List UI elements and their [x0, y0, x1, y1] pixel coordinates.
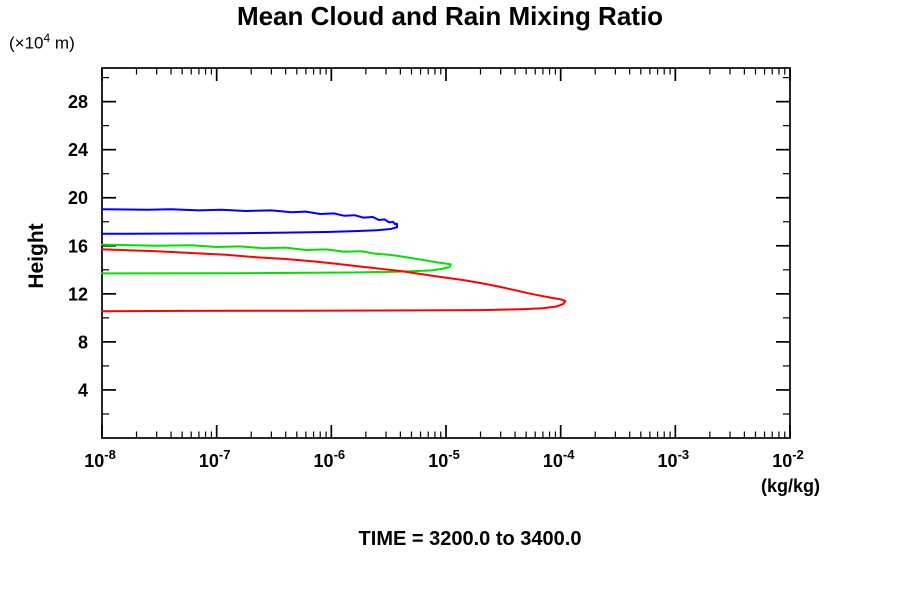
y-tick-label: 20 — [68, 188, 88, 208]
x-tick-label: 10-4 — [543, 447, 575, 471]
y-axis-title: Height — [25, 223, 48, 289]
y-unit-suffix: m) — [50, 33, 75, 53]
x-tick-label: 10-5 — [428, 447, 460, 471]
y-tick-label: 24 — [68, 140, 88, 160]
y-unit-exponent: 4 — [43, 31, 51, 45]
y-tick-label: 8 — [78, 332, 88, 352]
x-axis-unit-label: (kg/kg) — [760, 476, 820, 496]
red-profile-line — [101, 248, 567, 313]
y-tick-label: 16 — [68, 236, 88, 256]
x-tick-label: 10-8 — [84, 447, 116, 471]
x-tick-label: 10-2 — [772, 447, 804, 471]
y-unit-prefix: (×10 — [9, 33, 44, 53]
y-tick-label: 4 — [78, 380, 88, 400]
x-tick-label: 10-6 — [314, 447, 346, 471]
x-tick-label: 10-7 — [199, 447, 231, 471]
chart-title: Mean Cloud and Rain Mixing Ratio — [236, 1, 664, 31]
time-caption: TIME = 3200.0 to 3400.0 — [358, 528, 582, 550]
y-tick-label: 12 — [68, 284, 88, 304]
x-tick-label: 10-3 — [658, 447, 690, 471]
blue-profile-line — [101, 208, 399, 235]
y-axis-unit-label: (×104 m) — [9, 31, 75, 54]
y-tick-label: 28 — [68, 92, 88, 112]
